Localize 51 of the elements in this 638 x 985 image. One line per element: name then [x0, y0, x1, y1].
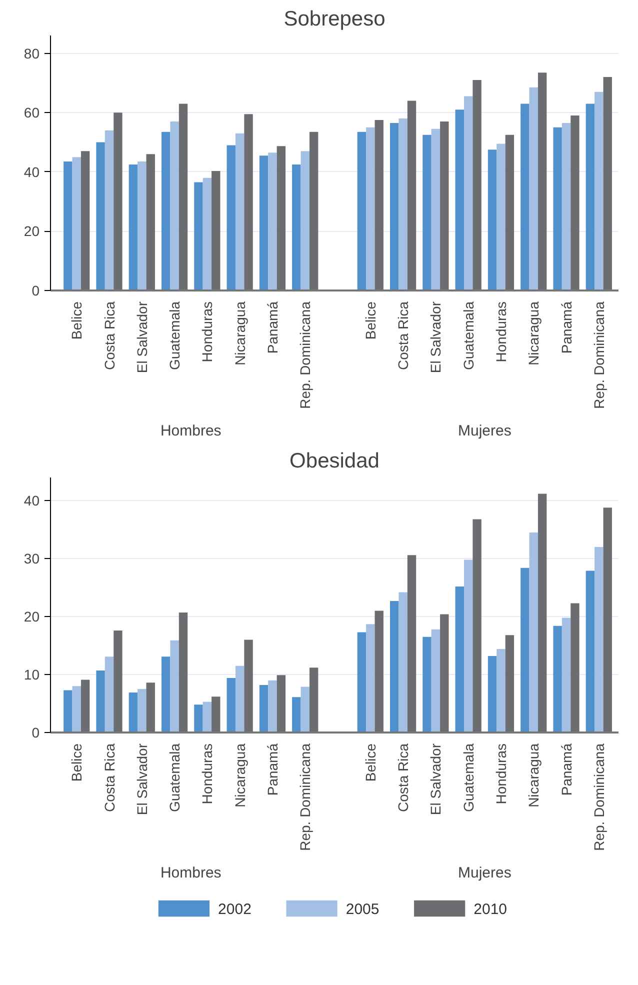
x-tick-label: Guatemala: [460, 743, 476, 812]
y-tick-label: 40: [24, 492, 40, 509]
x-tick-label: Nicaragua: [526, 743, 542, 808]
x-tick-label: Rep. Dominicana: [297, 743, 314, 851]
x-tick-label: Nicaragua: [526, 301, 542, 366]
y-tick-label: 20: [24, 223, 40, 240]
x-tick-label: Costa Rica: [101, 301, 118, 370]
x-tick-label: Guatemala: [166, 743, 183, 812]
x-tick-label: Panamá: [264, 301, 280, 354]
legend-label: 2010: [474, 901, 508, 918]
chart-title: Sobrepeso: [284, 8, 386, 30]
y-tick-label: 20: [24, 608, 40, 625]
chart-title: Obesidad: [290, 450, 380, 472]
text: Mujeres: [458, 864, 512, 882]
x-tick-label: Guatemala: [166, 301, 183, 370]
x-tick-label: El Salvador: [428, 743, 444, 816]
x-tick-label: Honduras: [199, 744, 216, 804]
text: Hombres: [160, 422, 222, 440]
text: Mujeres: [458, 422, 512, 440]
y-tick-label: 30: [24, 550, 40, 567]
legend-label: 2005: [346, 901, 380, 918]
y-tick-label: 0: [32, 724, 40, 740]
legend-label: 2002: [218, 901, 252, 918]
x-tick-label: Nicaragua: [232, 743, 248, 808]
x-tick-label: Panamá: [264, 743, 280, 796]
y-tick-label: 60: [24, 104, 40, 121]
x-tick-label: Rep. Dominicana: [590, 743, 607, 851]
y-tick-label: 40: [24, 164, 40, 180]
y-tick-label: 80: [24, 45, 40, 62]
x-tick-label: Belice: [68, 743, 85, 782]
x-tick-label: Belice: [68, 301, 85, 340]
x-tick-label: Panamá: [558, 301, 574, 354]
x-tick-label: Honduras: [199, 302, 216, 362]
x-tick-label: Honduras: [492, 744, 509, 804]
x-tick-label: Costa Rica: [395, 301, 412, 370]
x-tick-label: Nicaragua: [232, 301, 248, 366]
x-tick-label: Costa Rica: [101, 743, 118, 812]
x-tick-label: Honduras: [492, 302, 509, 362]
x-tick-label: Guatemala: [460, 301, 476, 370]
x-tick-label: El Salvador: [134, 301, 150, 374]
x-tick-label: Belice: [362, 743, 378, 782]
x-tick-label: Panamá: [558, 743, 574, 796]
x-tick-label: El Salvador: [428, 301, 444, 374]
x-tick-label: Rep. Dominicana: [590, 301, 607, 409]
x-tick-label: El Salvador: [134, 743, 150, 816]
x-tick-label: Rep. Dominicana: [297, 301, 314, 409]
x-tick-label: Costa Rica: [395, 743, 412, 812]
x-tick-label: Belice: [362, 301, 378, 340]
y-tick-label: 10: [24, 666, 40, 683]
text: Hombres: [160, 864, 222, 882]
y-tick-label: 0: [32, 282, 40, 298]
